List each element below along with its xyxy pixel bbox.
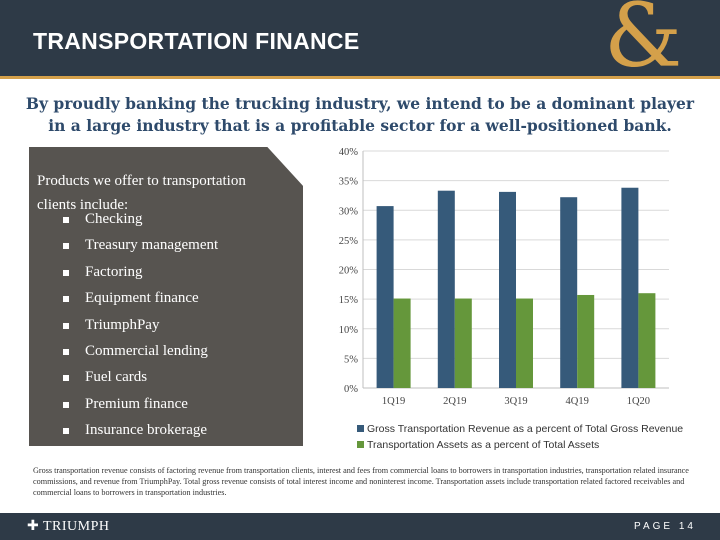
list-item: Checking bbox=[62, 211, 218, 237]
x-tick-label: 4Q19 bbox=[566, 396, 589, 407]
list-item: Factoring bbox=[62, 264, 218, 290]
products-intro: Products we offer to transportation clie… bbox=[37, 173, 246, 213]
products-list: Checking Treasury management Factoring E… bbox=[62, 211, 218, 446]
list-item: Insurance brokerage bbox=[62, 422, 218, 446]
y-tick-label: 10% bbox=[339, 325, 359, 336]
x-tick-label: 1Q19 bbox=[382, 396, 405, 407]
list-item: Treasury management bbox=[62, 237, 218, 263]
list-item: Premium finance bbox=[62, 396, 218, 422]
y-tick-label: 0% bbox=[344, 384, 358, 395]
bar-assets bbox=[393, 298, 411, 388]
triumph-logo: ✚ TRIUMPH bbox=[27, 519, 110, 534]
page-title: TRANSPORTATION FINANCE bbox=[33, 28, 360, 54]
legend-swatch bbox=[357, 441, 364, 448]
subtitle: By proudly banking the trucking industry… bbox=[25, 94, 695, 135]
bar-revenue bbox=[437, 190, 455, 388]
legend-item-assets: Transportation Assets as a percent of To… bbox=[357, 439, 599, 451]
legend-label: Gross Transportation Revenue as a percen… bbox=[367, 423, 684, 435]
page-number: PAGE 14 bbox=[634, 521, 696, 532]
footnote: Gross transportation revenue consists of… bbox=[33, 466, 689, 497]
legend-item-revenue: Gross Transportation Revenue as a percen… bbox=[357, 423, 683, 435]
products-panel: Products we offer to transportation clie… bbox=[29, 147, 303, 446]
y-tick-label: 30% bbox=[339, 206, 359, 217]
list-item: Commercial lending bbox=[62, 343, 218, 369]
bar-revenue bbox=[499, 191, 516, 388]
list-item: Equipment finance bbox=[62, 290, 218, 316]
footer-bar: ✚ TRIUMPH PAGE 14 bbox=[0, 513, 720, 540]
y-tick-label: 5% bbox=[344, 354, 358, 365]
bar-revenue bbox=[560, 197, 578, 388]
bar-assets bbox=[454, 298, 472, 388]
logo-text: TRIUMPH bbox=[42, 519, 110, 534]
legend-swatch bbox=[357, 425, 364, 432]
x-tick-label: 3Q19 bbox=[504, 396, 527, 407]
y-tick-label: 20% bbox=[339, 266, 359, 277]
list-item: Fuel cards bbox=[62, 369, 218, 395]
ampersand-logo-icon: & bbox=[604, 0, 683, 87]
x-tick-label: 1Q20 bbox=[627, 396, 650, 407]
legend-label: Transportation Assets as a percent of To… bbox=[367, 439, 600, 451]
y-tick-label: 15% bbox=[339, 295, 359, 306]
bar-assets bbox=[516, 298, 533, 388]
y-tick-label: 40% bbox=[339, 147, 359, 158]
y-tick-label: 35% bbox=[339, 177, 359, 188]
bar-assets bbox=[638, 293, 656, 388]
x-tick-label: 2Q19 bbox=[443, 396, 466, 407]
bar-revenue bbox=[376, 206, 394, 388]
bar-assets bbox=[577, 294, 595, 388]
header-bar: TRANSPORTATION FINANCE & bbox=[0, 0, 720, 87]
bar-revenue bbox=[621, 187, 639, 388]
y-tick-label: 25% bbox=[339, 236, 359, 247]
list-item: TriumphPay bbox=[62, 317, 218, 343]
